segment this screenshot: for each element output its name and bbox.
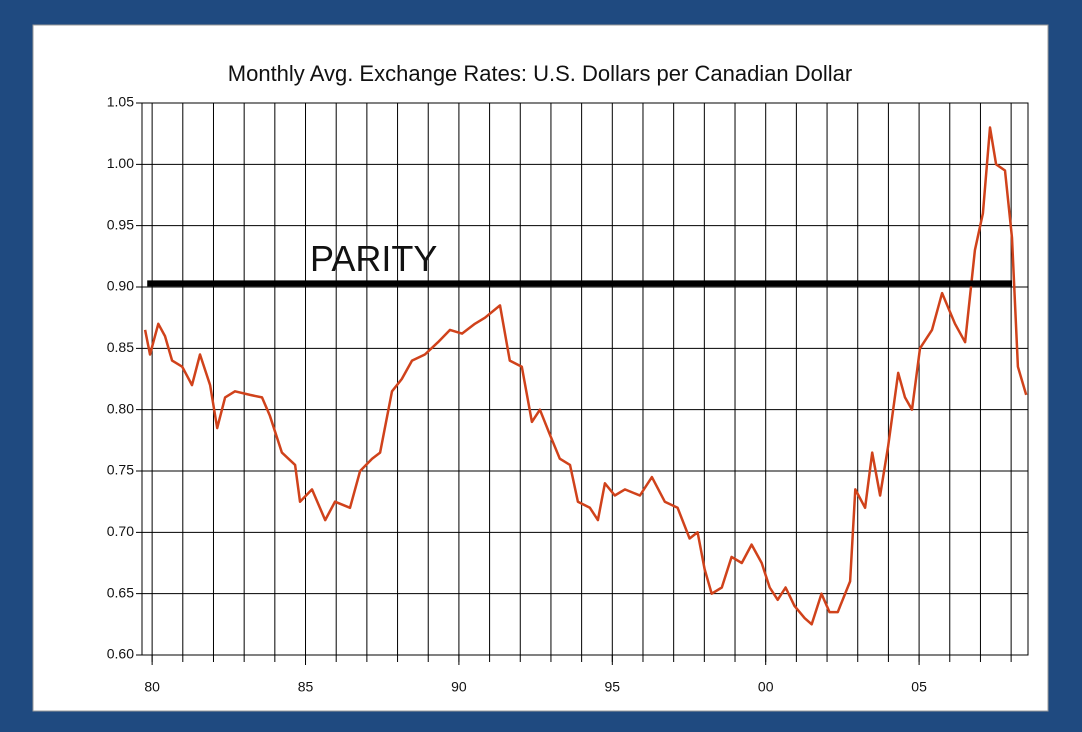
x-tick-label: 90 <box>451 679 467 695</box>
y-tick-label: 0.95 <box>107 216 134 232</box>
line-series <box>143 126 1028 626</box>
y-tick-label: 0.90 <box>107 278 134 294</box>
x-tick-label: 05 <box>911 679 927 695</box>
plot-frame <box>141 102 1029 656</box>
y-tick-label: 0.85 <box>107 339 134 355</box>
y-tick-label: 1.00 <box>107 155 134 171</box>
y-tick-label: 1.05 <box>107 94 134 110</box>
y-tick-label: 0.60 <box>107 646 134 662</box>
annotation: PARITY <box>310 238 437 279</box>
x-tick-label: 85 <box>298 679 314 695</box>
y-tick-label: 0.80 <box>107 400 134 416</box>
panel <box>32 24 1049 712</box>
x-tick-label: 00 <box>758 679 774 695</box>
y-tick-label: 0.75 <box>107 462 134 478</box>
x-tick-label: 95 <box>605 679 621 695</box>
y-tick-label: 0.70 <box>107 523 134 539</box>
x-tick-label: 80 <box>144 679 160 695</box>
chart-title: Monthly Avg. Exchange Rates: U.S. Dollar… <box>228 61 852 86</box>
y-tick-label: 0.65 <box>107 584 134 600</box>
